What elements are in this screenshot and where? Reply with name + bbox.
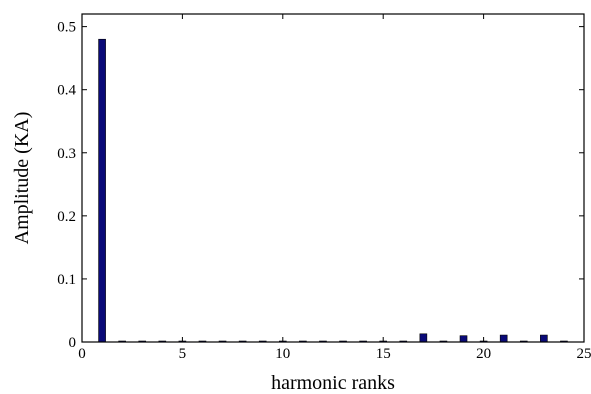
x-tick-label-20: 20 [476, 346, 491, 362]
y-tick-label-0: 0 [69, 335, 77, 351]
x-tick-label-0: 0 [78, 346, 86, 362]
y-tick-label-0.1: 0.1 [57, 272, 76, 288]
x-tick-label-25: 25 [577, 346, 591, 362]
y-tick-label-0.2: 0.2 [57, 209, 76, 225]
y-tick-label-0.4: 0.4 [57, 83, 76, 99]
bar-harmonic-21 [499, 334, 508, 343]
plot-frame [81, 13, 585, 343]
y-tick-label-0.5: 0.5 [57, 20, 76, 36]
bar-harmonic-19 [459, 335, 468, 343]
x-tick-label-10: 10 [275, 346, 290, 362]
plot-area [82, 14, 584, 342]
y-tick-label-0.3: 0.3 [57, 146, 76, 162]
bar-harmonic-1 [98, 38, 106, 343]
x-tick-label-15: 15 [376, 346, 391, 362]
y-axis-ticks: 0 0.1 0.2 0.3 0.4 0.5 [57, 20, 584, 351]
bar-harmonic-23 [540, 334, 548, 343]
bar-harmonic-17 [419, 333, 428, 343]
x-axis-ticks: 0 5 10 15 20 25 [78, 14, 591, 362]
x-axis-label: harmonic ranks [271, 372, 395, 394]
x-tick-label-5: 5 [179, 346, 187, 362]
y-axis-label: Amplitude (KA) [11, 112, 33, 245]
